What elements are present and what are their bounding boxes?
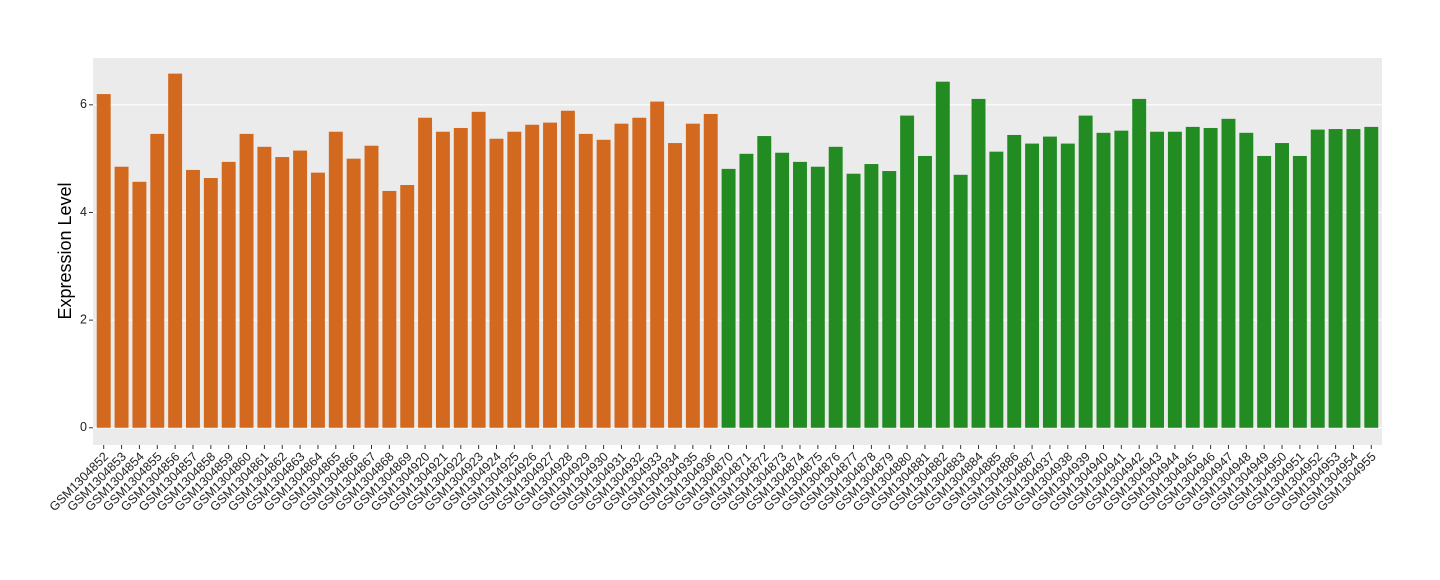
bar: [186, 169, 200, 428]
bar: [400, 185, 415, 428]
y-axis-title: Expression Level: [55, 182, 75, 319]
bar: [1025, 143, 1040, 428]
bar: [703, 113, 718, 428]
bar: [953, 174, 968, 428]
bar: [1275, 143, 1289, 428]
bar: [364, 145, 379, 428]
bar: [257, 146, 272, 428]
bar: [1257, 155, 1272, 428]
bar: [793, 161, 807, 428]
bar: [846, 173, 861, 428]
bar: [775, 152, 790, 428]
bar: [543, 122, 558, 428]
bar: [221, 161, 236, 428]
bar: [1292, 155, 1307, 428]
bar: [632, 117, 647, 428]
bar: [685, 123, 700, 428]
bar: [900, 115, 915, 428]
bar: [882, 171, 897, 428]
bar: [346, 158, 361, 428]
bar: [560, 110, 575, 428]
bar: [275, 157, 290, 428]
bar: [1132, 98, 1147, 428]
bar: [1042, 136, 1057, 428]
bar: [96, 94, 111, 428]
bar: [971, 98, 986, 428]
y-tick-label: 0: [80, 420, 87, 434]
bar: [507, 131, 522, 428]
bar: [596, 139, 611, 428]
bar: [1114, 130, 1129, 428]
bar: [418, 117, 433, 428]
bar: [650, 101, 665, 428]
bar: [739, 153, 754, 428]
bar: [1203, 127, 1218, 428]
bar: [578, 133, 593, 428]
bar: [471, 111, 486, 428]
bar: [435, 131, 450, 428]
y-tick-label: 4: [80, 205, 87, 219]
bar: [1364, 126, 1379, 428]
bar: [668, 143, 682, 428]
bar: [1007, 134, 1022, 428]
bar: [132, 181, 147, 428]
bar: [1221, 118, 1236, 428]
bar: [614, 123, 629, 428]
bar: [1310, 129, 1325, 428]
bar: [1328, 129, 1343, 428]
bar: [1078, 115, 1093, 428]
bar: [917, 155, 932, 428]
bar: [810, 166, 825, 428]
y-tick-label: 2: [80, 312, 87, 326]
bar: [150, 133, 165, 428]
bar: [935, 81, 950, 428]
bar: [1150, 131, 1165, 428]
bar: [489, 138, 504, 428]
bar: [1060, 143, 1075, 428]
bar: [864, 164, 879, 428]
y-tick-label: 6: [80, 97, 87, 111]
bar: [168, 73, 183, 428]
bar: [1346, 129, 1361, 428]
bar: [114, 166, 129, 428]
bar: [1096, 132, 1111, 428]
bar: [293, 150, 308, 428]
bar: [382, 190, 397, 428]
bar: [525, 124, 540, 428]
bar: [1239, 132, 1254, 428]
bar: [828, 146, 843, 428]
bar: [1167, 131, 1182, 428]
bar: [989, 151, 1004, 428]
bar: [328, 131, 343, 428]
bar: [721, 168, 736, 428]
bar: [203, 178, 218, 428]
bar: [1185, 126, 1200, 428]
bar: [757, 136, 772, 428]
bar: [453, 127, 468, 428]
panel: [93, 58, 1382, 445]
bar: [310, 172, 325, 428]
bar: [239, 133, 254, 428]
